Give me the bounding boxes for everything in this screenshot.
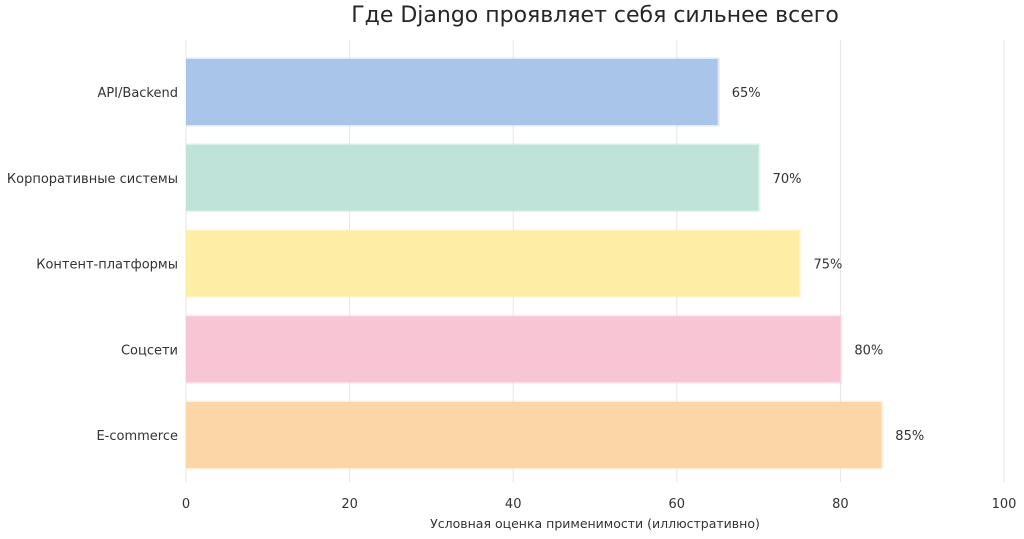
bar [186,59,718,125]
x-tick-label: 0 [182,497,190,512]
data-label: 65% [732,86,761,101]
data-label: 70% [773,172,802,187]
x-tick-label: 60 [669,497,686,512]
x-tick-label: 20 [341,497,358,512]
x-tick-label: 40 [505,497,522,512]
y-tick-label: Корпоративные системы [7,172,178,187]
x-axis-label: Условная оценка применимости (иллюстрати… [430,516,760,531]
data-label: 75% [814,258,843,273]
y-tick-label: Соцсети [121,343,178,358]
x-tick-label: 100 [992,497,1017,512]
bar [186,402,882,468]
bar [186,230,800,297]
y-tick-label: API/Backend [97,86,178,101]
y-tick-label: E-commerce [96,429,178,444]
data-label: 80% [854,343,883,358]
bar [186,316,841,383]
y-tick-label: Контент-платформы [36,258,178,273]
x-tick-label: 80 [832,497,849,512]
bar [186,144,759,211]
chart-title: Где Django проявляет себя сильнее всего [351,3,839,28]
data-label: 85% [895,429,924,444]
